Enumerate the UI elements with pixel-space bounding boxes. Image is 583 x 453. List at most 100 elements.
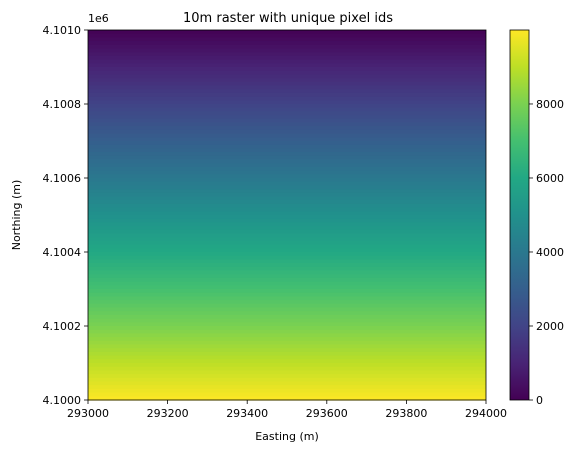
raster-row <box>88 215 486 219</box>
raster-row <box>88 130 486 134</box>
y-axis-ticks: 4.1000 4.1002 4.1004 4.1006 4.1008 4.1010 <box>43 24 89 407</box>
raster-row <box>88 330 486 334</box>
raster-row <box>88 230 486 234</box>
raster-row <box>88 226 486 230</box>
raster-row <box>88 222 486 226</box>
raster-row <box>88 193 486 197</box>
y-tick-label: 4.1000 <box>43 394 82 407</box>
y-tick-label: 4.1004 <box>43 246 82 259</box>
y-tick-label: 4.1010 <box>43 24 82 37</box>
raster-row <box>88 34 486 38</box>
raster-row <box>88 282 486 286</box>
raster-row <box>88 245 486 249</box>
raster-row <box>88 293 486 297</box>
x-axis-label: Easting (m) <box>255 430 319 443</box>
raster-row <box>88 341 486 345</box>
raster-row <box>88 356 486 360</box>
raster-row <box>88 274 486 278</box>
y-axis-offset-label: 1e6 <box>88 12 109 25</box>
raster-row <box>88 63 486 67</box>
raster-row <box>88 189 486 193</box>
raster-row <box>88 315 486 319</box>
raster-row <box>88 156 486 160</box>
raster-row <box>88 45 486 49</box>
raster-row <box>88 204 486 208</box>
y-tick-label: 4.1008 <box>43 98 82 111</box>
raster-row <box>88 378 486 382</box>
raster-row <box>88 141 486 145</box>
raster-row <box>88 308 486 312</box>
raster-row <box>88 86 486 90</box>
raster-row <box>88 126 486 130</box>
raster-row <box>88 389 486 393</box>
raster-image <box>88 30 486 401</box>
x-tick-label: 293000 <box>67 407 109 420</box>
raster-row <box>88 348 486 352</box>
raster-row <box>88 359 486 363</box>
raster-row <box>88 100 486 104</box>
raster-row <box>88 104 486 108</box>
raster-row <box>88 311 486 315</box>
raster-row <box>88 115 486 119</box>
raster-row <box>88 248 486 252</box>
raster-row <box>88 56 486 60</box>
raster-row <box>88 93 486 97</box>
colorbar-tick-label: 8000 <box>536 98 564 111</box>
raster-row <box>88 67 486 71</box>
raster-row <box>88 219 486 223</box>
raster-row <box>88 167 486 171</box>
raster-row <box>88 300 486 304</box>
raster-row <box>88 393 486 397</box>
x-tick-label: 293400 <box>226 407 268 420</box>
raster-row <box>88 200 486 204</box>
raster-row <box>88 49 486 53</box>
raster-row <box>88 97 486 101</box>
raster-row <box>88 197 486 201</box>
x-tick-label: 293200 <box>147 407 189 420</box>
y-axis-label: Northing (m) <box>10 180 23 251</box>
raster-row <box>88 211 486 215</box>
x-tick-label: 293600 <box>306 407 348 420</box>
raster-row <box>88 304 486 308</box>
y-tick-label: 4.1006 <box>43 172 82 185</box>
raster-row <box>88 148 486 152</box>
raster-row <box>88 374 486 378</box>
chart-title: 10m raster with unique pixel ids <box>183 11 393 26</box>
raster-row <box>88 252 486 256</box>
raster-row <box>88 111 486 115</box>
raster-row <box>88 241 486 245</box>
raster-row <box>88 78 486 82</box>
x-axis-ticks: 293000 293200 293400 293600 293800 294000 <box>67 400 507 420</box>
x-tick-label: 294000 <box>465 407 507 420</box>
raster-row <box>88 74 486 78</box>
raster-row <box>88 60 486 64</box>
raster-row <box>88 30 486 34</box>
raster-row <box>88 119 486 123</box>
raster-row <box>88 137 486 141</box>
raster-row <box>88 174 486 178</box>
raster-row <box>88 352 486 356</box>
raster-row <box>88 322 486 326</box>
raster-row <box>88 337 486 341</box>
raster-row <box>88 326 486 330</box>
raster-row <box>88 263 486 267</box>
raster-row <box>88 52 486 56</box>
raster-row <box>88 267 486 271</box>
raster-row <box>88 237 486 241</box>
raster-row <box>88 271 486 275</box>
raster-row <box>88 163 486 167</box>
raster-row <box>88 259 486 263</box>
raster-row <box>88 145 486 149</box>
raster-row <box>88 134 486 138</box>
raster-row <box>88 345 486 349</box>
colorbar-ticks: 0 2000 4000 6000 8000 <box>529 98 564 407</box>
raster-row <box>88 278 486 282</box>
raster-row <box>88 178 486 182</box>
raster-row <box>88 41 486 45</box>
raster-row <box>88 182 486 186</box>
raster-row <box>88 208 486 212</box>
raster-row <box>88 319 486 323</box>
raster-row <box>88 71 486 75</box>
colorbar-tick-label: 2000 <box>536 320 564 333</box>
raster-row <box>88 289 486 293</box>
